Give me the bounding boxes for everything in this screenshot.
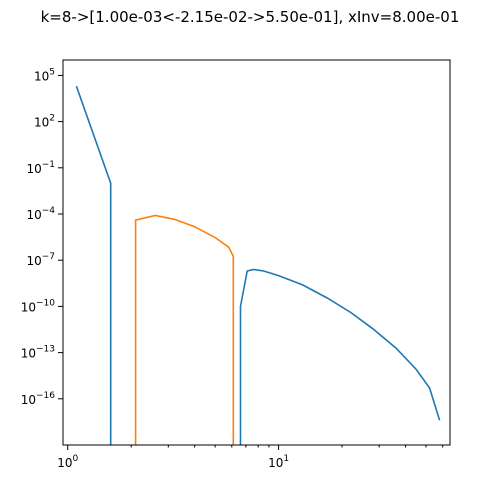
y-tick-label-7: 10−16 [21,391,56,407]
y-tick-label-3: 10−4 [26,206,55,222]
plot-lines [75,85,441,445]
y-tick-label-1: 102 [34,114,55,130]
y-tick-label-2: 10−1 [26,160,55,176]
y-tick-label-4: 10−7 [26,252,55,268]
x-axis: 100 101 [57,445,444,470]
axes-frame [62,59,451,446]
y-tick-label-6: 10−13 [21,345,55,361]
x-tick-label-1: 101 [268,454,289,470]
series-line-3 [239,268,441,445]
y-tick-label-0: 105 [34,67,55,83]
series-line-1 [75,85,112,445]
series-line-2 [134,214,235,445]
y-tick-label-5: 10−10 [21,298,56,314]
x-tick-label-0: 100 [57,454,78,470]
chart-title: k=8->[1.00e-03<-2.15e-02->5.50e-01], xIn… [40,8,460,26]
y-axis: 105 102 10−1 10−4 10−7 10−10 10−13 10−16 [21,67,63,407]
